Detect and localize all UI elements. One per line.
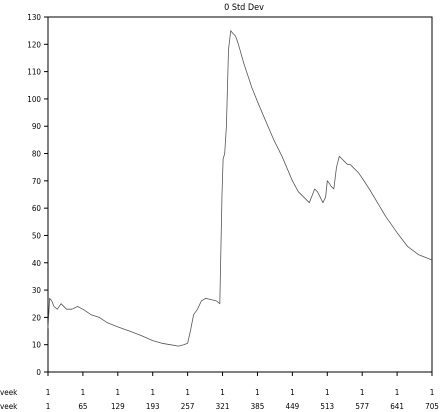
x-tick-label: 1 <box>255 388 260 397</box>
x-tick-label: 1 <box>185 388 190 397</box>
x-tick-label: 129 <box>111 402 125 411</box>
y-tick-label: 20 <box>32 313 42 322</box>
series-line <box>47 30 433 347</box>
y-tick-label: 30 <box>32 286 42 295</box>
y-tick-label: 0 <box>36 368 41 377</box>
y-tick-label: 50 <box>32 231 42 240</box>
x-tick-label: 257 <box>181 402 195 411</box>
x-tick-label: 193 <box>146 402 160 411</box>
x-tick-label: 1 <box>395 388 400 397</box>
x-tick-label: 1 <box>150 388 155 397</box>
y-axis: 0 10 20 30 40 50 60 70 80 90 100 110 120 130 <box>27 13 48 377</box>
x-axis: veek 1 1 1 1 1 1 1 1 1 1 1 1 veek 1 65 129 193 257 321 385 44… <box>0 372 439 411</box>
y-tick-label: 60 <box>32 204 42 213</box>
x-tick-label: 449 <box>285 402 299 411</box>
plot-area-frame <box>47 16 433 373</box>
x-tick-label: 385 <box>251 402 265 411</box>
x-tick-label: 65 <box>78 402 87 411</box>
x-tick-label: 577 <box>355 402 369 411</box>
y-tick-label: 80 <box>32 150 42 159</box>
x-tick-label: 513 <box>320 402 334 411</box>
x-tick-label: 1 <box>116 388 121 397</box>
x-tick-label: 1 <box>360 388 365 397</box>
x-tick-label: 1 <box>290 388 295 397</box>
x-tick-row-label: veek <box>0 402 18 411</box>
y-tick-label: 90 <box>32 122 42 131</box>
y-tick-label: 100 <box>27 95 41 104</box>
y-tick-label: 130 <box>27 13 41 22</box>
x-tick-label: 1 <box>325 388 330 397</box>
chart-title: 0 Std Dev <box>224 3 264 13</box>
x-tick-label: 1 <box>81 388 86 397</box>
x-tick-label: 1 <box>46 402 51 411</box>
series-layer <box>47 30 433 347</box>
y-tick-label: 70 <box>32 177 42 186</box>
x-tick-label: 1 <box>430 388 435 397</box>
x-tick-label: 1 <box>46 388 51 397</box>
x-tick-label: 321 <box>216 402 230 411</box>
y-tick-label: 120 <box>27 40 41 49</box>
x-tick-label: 1 <box>220 388 225 397</box>
y-tick-label: 10 <box>32 341 42 350</box>
y-tick-label: 40 <box>32 259 42 268</box>
x-tick-label: 641 <box>390 402 404 411</box>
x-tick-label: 705 <box>425 402 439 411</box>
y-tick-label: 110 <box>27 68 41 77</box>
x-tick-row-label: veek <box>0 388 18 397</box>
